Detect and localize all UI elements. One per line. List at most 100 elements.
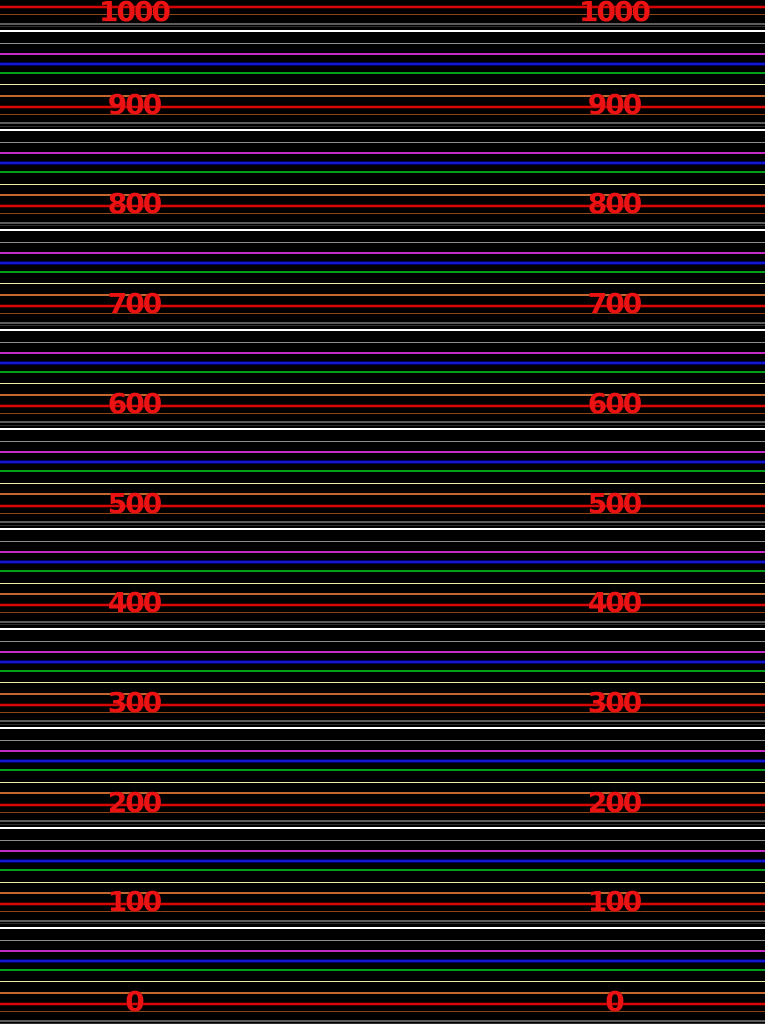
dark-orange-line	[0, 213, 765, 215]
green-line	[0, 171, 765, 174]
green-line	[0, 669, 765, 672]
tick-label-left-900: 900	[107, 87, 162, 121]
gray-mid-line	[0, 740, 765, 742]
white-line	[0, 727, 765, 730]
blue-line	[0, 360, 765, 365]
tick-label-right-0: 0	[605, 985, 625, 1018]
gray-dim-line	[0, 424, 765, 426]
tick-label-right-700: 700	[587, 287, 642, 321]
gray-mid-line	[0, 640, 765, 642]
magenta-line	[0, 52, 765, 55]
white-line	[0, 827, 765, 830]
dark-orange-line	[0, 412, 765, 414]
pale-yellow-line	[0, 981, 765, 983]
major-red-gridline	[0, 903, 765, 906]
tick-label-left-1000: 1000	[99, 0, 171, 28]
green-line	[0, 370, 765, 373]
orange-line	[0, 991, 765, 994]
green-line	[0, 470, 765, 473]
white-line	[0, 627, 765, 630]
gray-bright-line	[0, 919, 765, 922]
green-line	[0, 270, 765, 273]
gray-mid-line	[0, 142, 765, 144]
gray-bright-line	[0, 122, 765, 125]
tick-label-right-1000: 1000	[579, 0, 651, 28]
magenta-line	[0, 551, 765, 553]
green-line	[0, 968, 765, 971]
blue-line	[0, 659, 765, 664]
major-red-gridline	[0, 1003, 765, 1005]
blue-line	[0, 958, 765, 963]
gray-mid-line	[0, 42, 765, 44]
pale-yellow-line	[0, 781, 765, 783]
magenta-line	[0, 351, 765, 354]
magenta-line	[0, 850, 765, 853]
major-red-gridline	[0, 604, 765, 607]
gray-mid-line	[0, 441, 765, 443]
orange-line	[0, 94, 765, 97]
dark-orange-line	[0, 811, 765, 813]
major-red-gridline	[0, 6, 765, 8]
major-red-gridline	[0, 205, 765, 208]
tick-label-left-0: 0	[125, 985, 145, 1018]
tick-label-right-100: 100	[587, 885, 642, 919]
dark-orange-line	[0, 512, 765, 514]
gray-dim-line	[0, 225, 765, 227]
gray-mid-line	[0, 341, 765, 343]
green-line	[0, 869, 765, 872]
gray-bright-line	[0, 321, 765, 324]
orange-line	[0, 293, 765, 296]
pale-yellow-line	[0, 183, 765, 185]
gray-bright-line	[0, 221, 765, 224]
magenta-line	[0, 152, 765, 155]
green-line	[0, 769, 765, 772]
tick-label-left-100: 100	[107, 885, 162, 919]
major-red-gridline	[0, 305, 765, 308]
orange-line	[0, 593, 765, 595]
tick-label-left-400: 400	[107, 586, 162, 620]
gray-bright-line	[0, 22, 765, 25]
blue-line	[0, 560, 765, 564]
tick-label-left-800: 800	[107, 187, 162, 221]
green-line	[0, 570, 765, 572]
white-line	[0, 428, 765, 431]
orange-line	[0, 892, 765, 895]
tick-label-left-700: 700	[107, 287, 162, 321]
white-line	[0, 29, 765, 32]
gray-bright-line	[0, 720, 765, 723]
white-line	[0, 926, 765, 929]
orange-line	[0, 393, 765, 396]
gray-bright-line	[0, 820, 765, 823]
major-red-gridline	[0, 803, 765, 806]
pale-yellow-line	[0, 881, 765, 883]
tick-label-left-300: 300	[107, 685, 162, 719]
gray-mid-line	[0, 241, 765, 243]
dark-orange-line	[0, 113, 765, 115]
gray-dim-line	[0, 125, 765, 127]
blue-line	[0, 61, 765, 66]
blue-line	[0, 859, 765, 864]
orange-line	[0, 792, 765, 795]
gray-bright-line	[0, 521, 765, 523]
orange-line	[0, 692, 765, 695]
orange-line	[0, 194, 765, 197]
dark-orange-line	[0, 911, 765, 913]
orange-line	[0, 493, 765, 496]
magenta-line	[0, 251, 765, 254]
tick-label-right-500: 500	[587, 486, 642, 520]
white-line	[0, 228, 765, 231]
dark-orange-line	[0, 612, 765, 614]
white-line	[0, 528, 765, 530]
tick-label-left-500: 500	[107, 486, 162, 520]
pale-yellow-line	[0, 582, 765, 584]
major-red-gridline	[0, 504, 765, 507]
gray-dim-line	[0, 524, 765, 526]
gray-mid-line	[0, 939, 765, 941]
tick-label-right-400: 400	[587, 586, 642, 620]
tick-label-right-300: 300	[587, 685, 642, 719]
blue-line	[0, 260, 765, 265]
magenta-line	[0, 949, 765, 952]
tick-label-right-900: 900	[587, 87, 642, 121]
gray-dim-line	[0, 723, 765, 725]
pale-yellow-line	[0, 482, 765, 484]
